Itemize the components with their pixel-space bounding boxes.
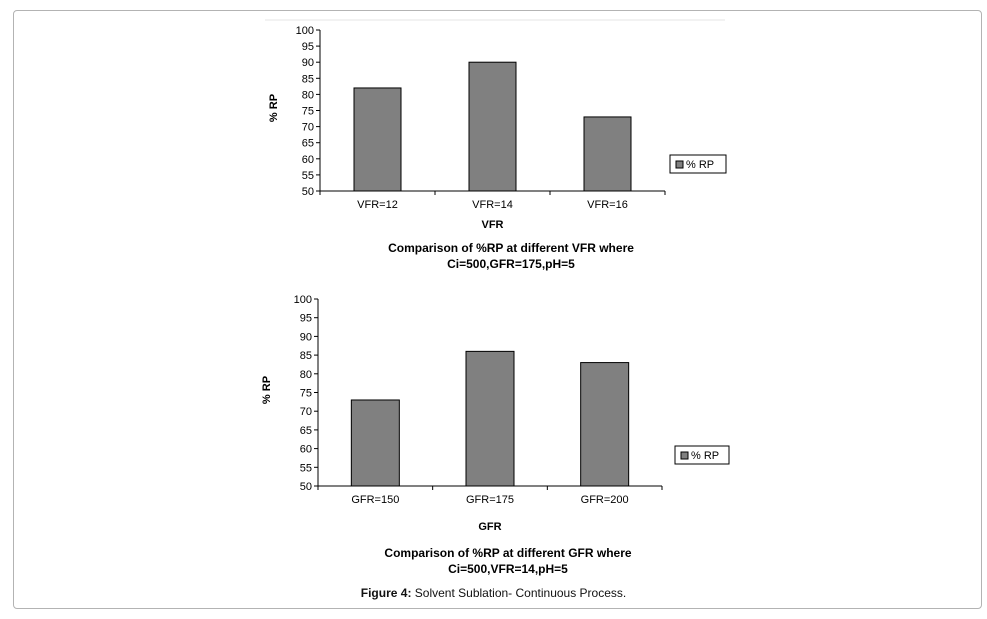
y-tick-label: 85 (300, 350, 312, 362)
y-tick-label: 60 (300, 444, 312, 456)
y-tick-label: 50 (300, 481, 312, 493)
chart-vfr: 50 55 60 65 70 75 80 85 90 95 100 VFR=12 VFR=14 VFR=1… (265, 19, 727, 271)
legend-label: % RP (686, 159, 714, 171)
figure-caption: Figure 4: Solvent Sublation- Continuous … (0, 586, 987, 600)
x-tick-label: GFR=150 (351, 494, 399, 506)
y-tick-label: 60 (302, 154, 314, 166)
x-tick-label: VFR=14 (472, 199, 513, 211)
caption-text: Solvent Sublation- Continuous Process. (414, 586, 627, 600)
chart-gfr: 50 55 60 65 70 75 80 85 90 95 100 GFR=150 GFR=175 GFR… (261, 294, 730, 576)
caption-label: Figure 4: (360, 586, 412, 600)
y-tick-label: 80 (300, 369, 312, 381)
y-tick-label: 95 (300, 313, 312, 325)
y-tick-label: 70 (302, 122, 314, 134)
bar (468, 61, 517, 192)
y-tick-label: 75 (302, 106, 314, 118)
x-tick-label: VFR=12 (357, 199, 398, 211)
y-axis-label: % RP (268, 94, 280, 122)
y-tick-label: 85 (302, 73, 314, 85)
chart-title-line-1: Comparison of %RP at different GFR where (384, 546, 631, 560)
y-tick-label: 100 (296, 25, 314, 37)
bar (580, 362, 630, 487)
y-tick-label: 50 (302, 186, 314, 198)
chart-title-line-1: Comparison of %RP at different VFR where (388, 241, 634, 255)
x-axis-label: GFR (478, 521, 501, 533)
y-tick-label: 90 (302, 57, 314, 69)
legend-swatch (675, 160, 684, 169)
y-tick-label: 55 (302, 170, 314, 182)
y-tick-label: 75 (300, 388, 312, 400)
legend-label: % RP (691, 450, 719, 462)
y-tick-label: 90 (300, 331, 312, 343)
chart-title-line-2: Ci=500,VFR=14,pH=5 (448, 562, 568, 576)
bar (353, 87, 402, 192)
y-tick-label: 55 (300, 462, 312, 474)
bar (350, 399, 400, 487)
y-tick-label: 65 (300, 425, 312, 437)
x-tick-label: GFR=200 (581, 494, 629, 506)
legend-swatch (680, 451, 689, 460)
y-tick-label: 65 (302, 138, 314, 150)
y-tick-label: 80 (302, 89, 314, 101)
y-tick-label: 70 (300, 406, 312, 418)
bar (465, 350, 515, 487)
bar (583, 116, 632, 192)
x-tick-label: VFR=16 (587, 199, 628, 211)
y-axis-label: % RP (261, 376, 273, 404)
y-tick-label: 95 (302, 41, 314, 53)
chart-title-line-2: Ci=500,GFR=175,pH=5 (447, 257, 575, 271)
x-tick-label: GFR=175 (466, 494, 514, 506)
legend-box (669, 154, 727, 174)
y-tick-label: 100 (294, 294, 312, 306)
x-axis-label: VFR (482, 219, 504, 231)
